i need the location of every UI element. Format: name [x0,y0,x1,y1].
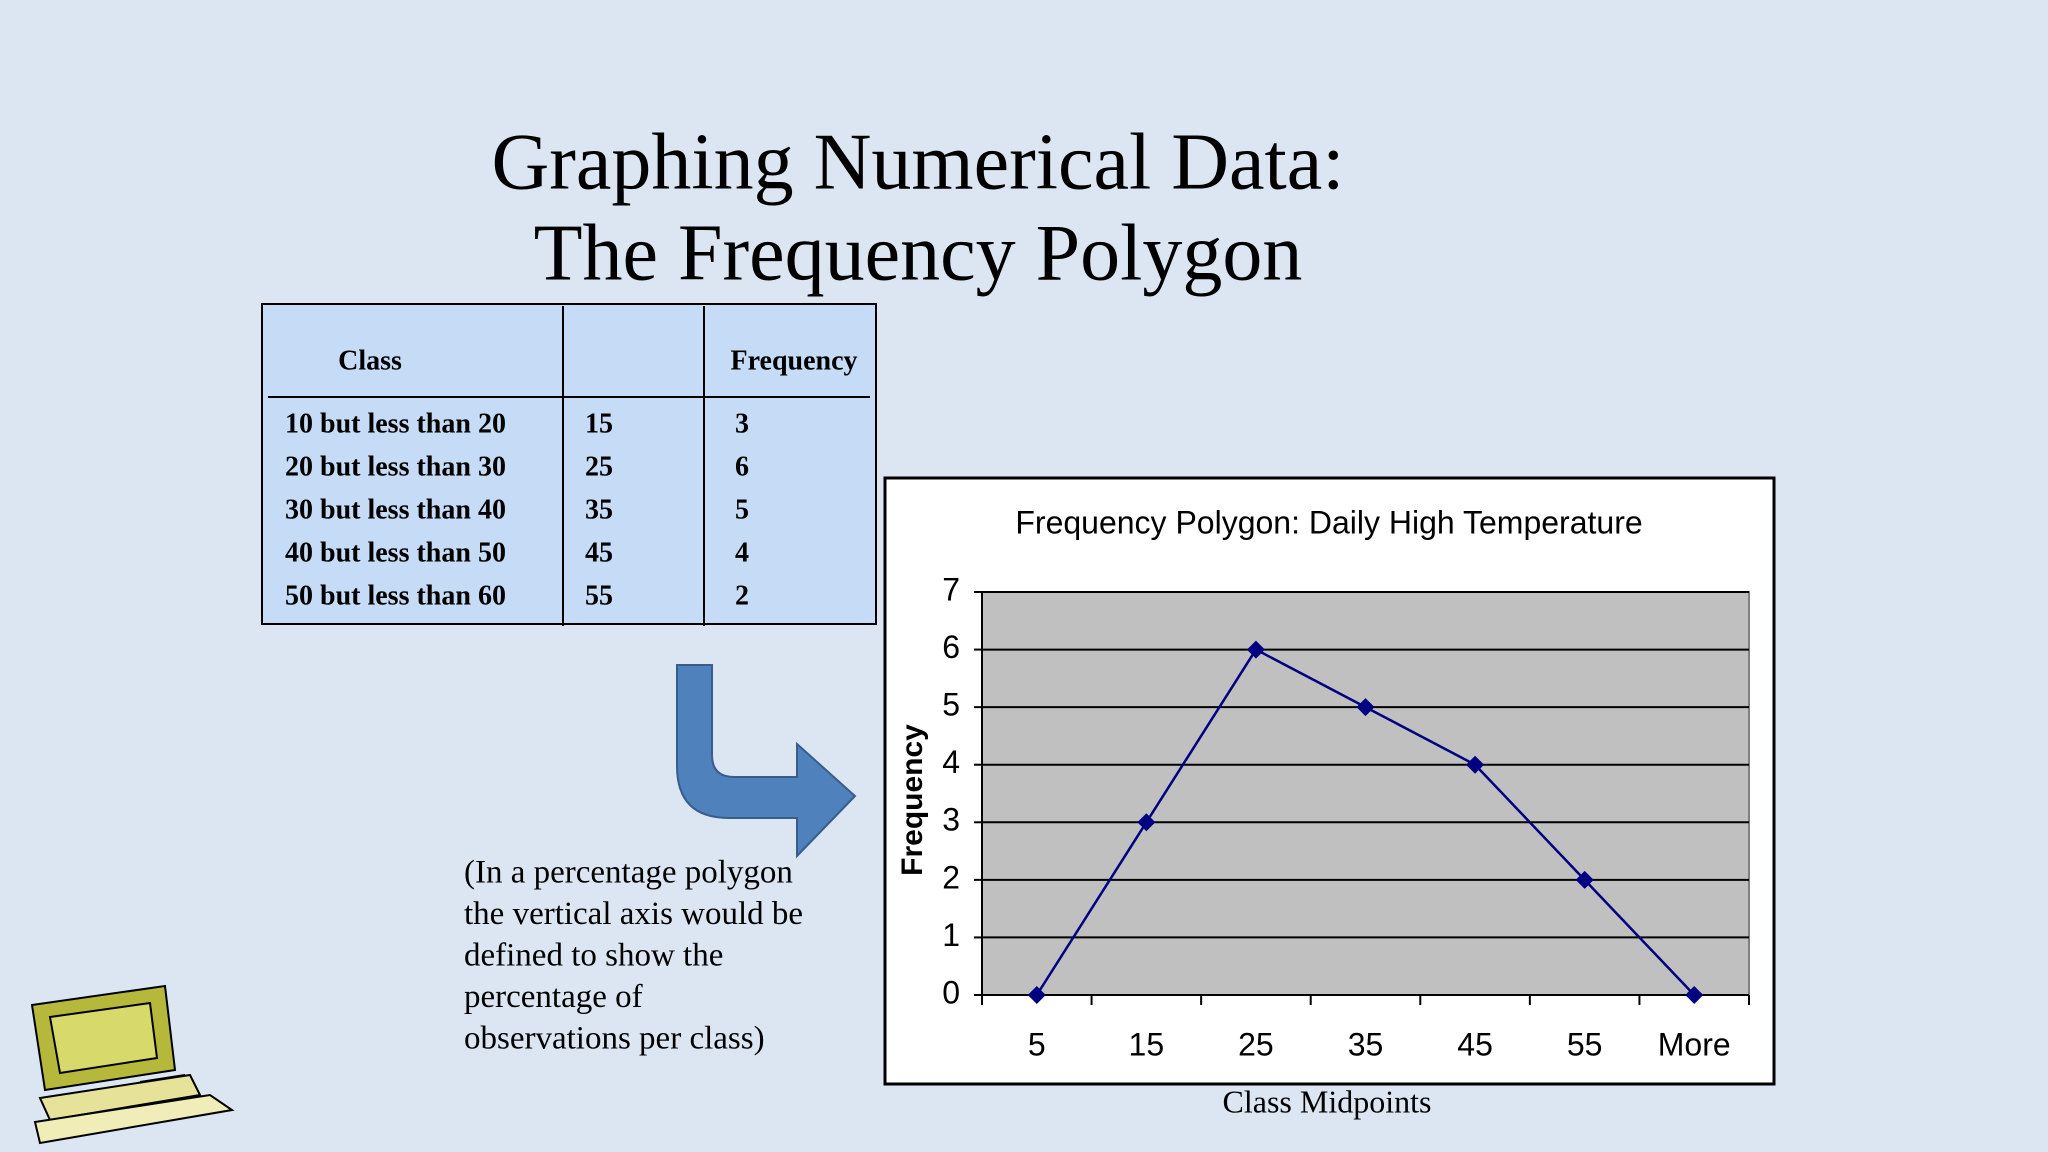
note-line: the vertical axis would be [464,896,803,932]
table-cell: 25 [585,451,613,482]
x-tick-label: 5 [1028,1026,1046,1062]
table-cell: 3 [735,408,749,439]
marker [1246,640,1265,659]
marker [1575,870,1594,889]
plot-area [981,591,1750,996]
table-cell: 45 [585,537,613,568]
table-header: Frequency [730,345,857,376]
table-cell: 50 but less than 60 [285,580,506,611]
table-cell: 20 but less than 30 [285,451,506,482]
marker [1137,813,1156,832]
x-tick-label: 55 [1567,1026,1603,1062]
marker [1466,755,1485,774]
table-cell: 35 [585,494,613,525]
table-cell: 10 but less than 20 [285,408,506,439]
y-tick-label: 3 [942,802,960,838]
table-cell: 15 [585,408,613,439]
marker [1685,986,1704,1004]
table-cell: 55 [585,580,613,611]
chart-title: Frequency Polygon: Daily High Temperatur… [1015,504,1642,540]
note-line: (In a percentage polygon [464,855,793,891]
computer-icon [30,984,235,1145]
y-tick-label: 7 [942,571,960,607]
marker [1356,698,1375,717]
slide-title: The Frequency Polygon [534,209,1303,297]
y-tick-label: 2 [942,859,960,895]
table-header: Class [338,345,402,376]
x-tick-label: 35 [1348,1026,1384,1062]
arrow [676,664,857,859]
x-axis-label: Class Midpoints [1223,1083,1432,1119]
table-cell: 30 but less than 40 [285,494,506,525]
y-tick-label: 6 [942,629,960,665]
table-cell: 40 but less than 50 [285,537,506,568]
table-cell: 4 [735,537,749,568]
x-tick-label: 15 [1129,1026,1165,1062]
slide-title: Graphing Numerical Data: [491,118,1344,206]
y-tick-label: 0 [942,974,960,1010]
table-box [261,303,877,625]
note-line: percentage of [464,979,643,1015]
table-cell: 5 [735,494,749,525]
y-tick-label: 4 [942,744,960,780]
x-tick-label: More [1658,1026,1731,1062]
x-tick-label: 25 [1238,1026,1274,1062]
table-cell: 6 [735,451,749,482]
note-line: defined to show the [464,938,723,974]
y-axis-label: Frequency [896,724,929,876]
y-tick-label: 5 [942,687,960,723]
note-line: observations per class) [464,1021,765,1057]
y-tick-label: 1 [942,917,960,953]
table-cell: 2 [735,580,749,611]
x-tick-label: 45 [1457,1026,1493,1062]
marker [1027,986,1046,1004]
